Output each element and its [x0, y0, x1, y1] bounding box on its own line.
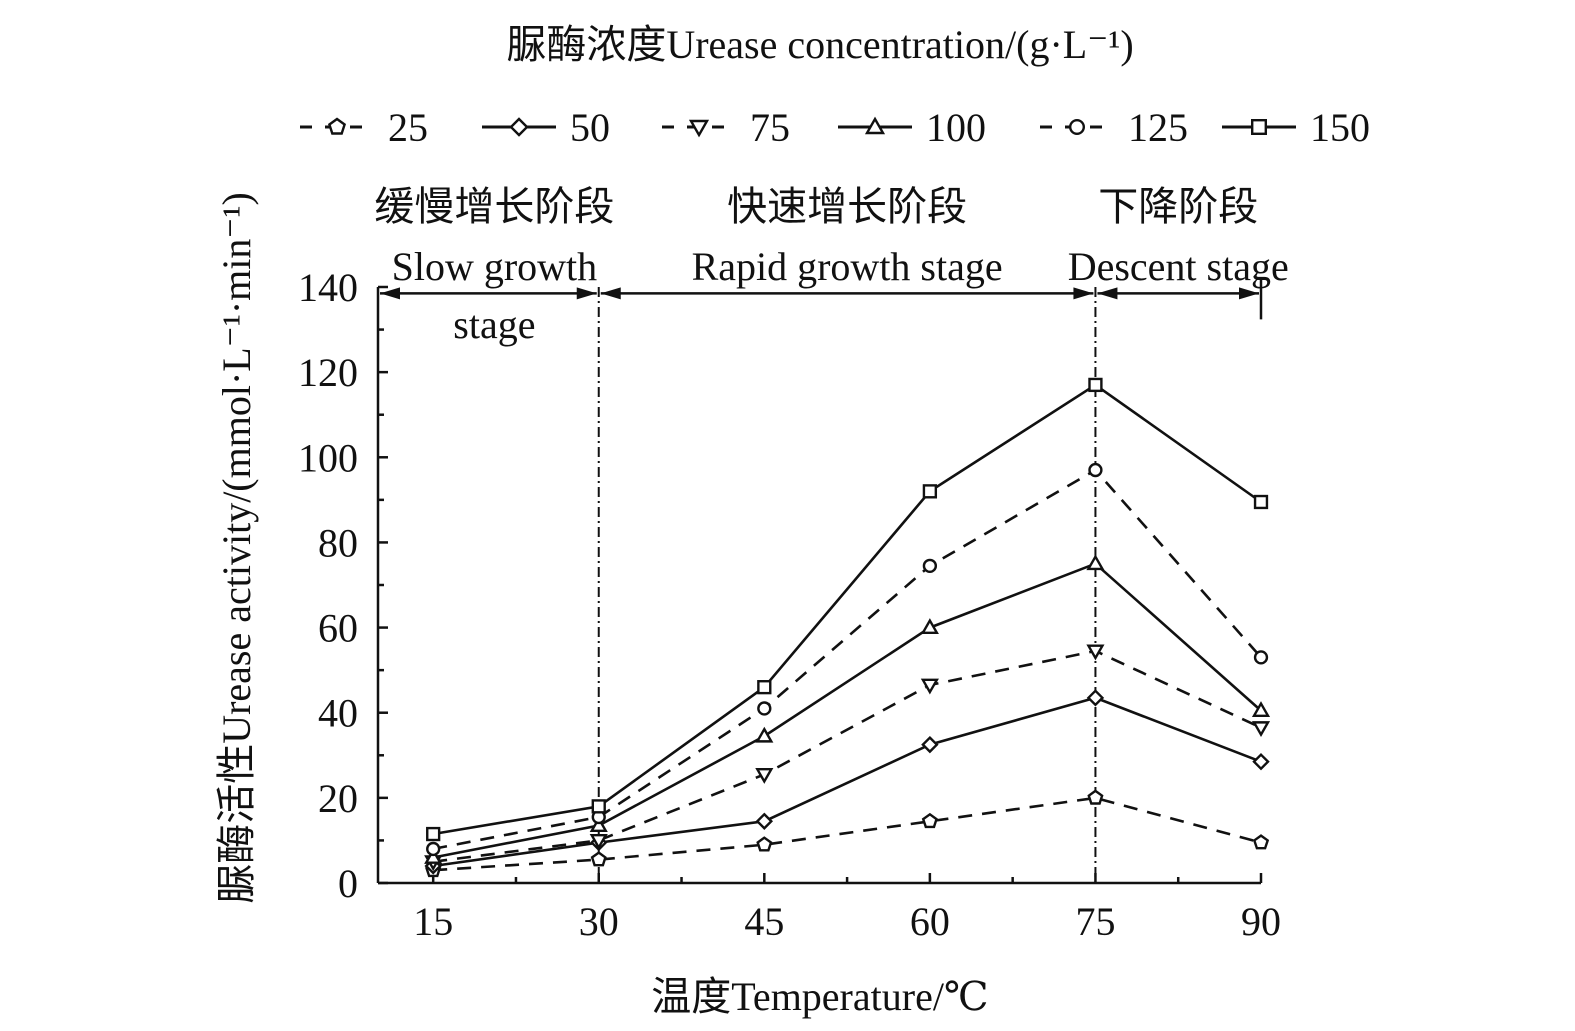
- data-point-150-90: [1253, 494, 1269, 510]
- arrowhead-right: [1073, 287, 1094, 300]
- data-point-25-90: [1252, 834, 1270, 850]
- stage-label-en: stage: [453, 302, 535, 347]
- data-point-50-90: [1252, 752, 1270, 771]
- y-tick-label: 60: [318, 606, 358, 651]
- legend-label-125: 125: [1128, 105, 1188, 150]
- arrowhead-left: [600, 287, 621, 300]
- arrowhead-left: [380, 287, 400, 300]
- legend-marker-25: [327, 117, 347, 135]
- legend-marker-150: [1250, 118, 1267, 135]
- legend-marker-50: [509, 117, 529, 137]
- data-point-150-30: [591, 799, 606, 814]
- data-point-150-75: [1088, 377, 1103, 393]
- x-tick-label: 15: [413, 899, 453, 944]
- stage-label-cn: 快速增长阶段: [727, 184, 967, 229]
- x-tick-label: 30: [579, 899, 619, 944]
- data-point-125-90: [1253, 650, 1269, 665]
- stage-label-en: Descent stage: [1068, 244, 1289, 289]
- y-tick-label: 100: [298, 435, 358, 480]
- data-point-125-45: [757, 701, 772, 716]
- y-tick-label: 40: [318, 691, 358, 736]
- stage-label-cn: 下降阶段: [1098, 184, 1258, 229]
- data-point-25-60: [921, 812, 938, 829]
- data-point-50-45: [755, 812, 774, 830]
- stage-label-en: Slow growth: [392, 244, 598, 289]
- data-point-100-15: [424, 848, 443, 864]
- stage-label-en: Rapid growth stage: [692, 244, 1003, 289]
- data-point-50-75: [1086, 689, 1105, 707]
- legend-marker-125: [1068, 118, 1085, 135]
- axes: 0 20 40 60 80 100 120 140 15 30 45 60 75 90: [298, 265, 1281, 944]
- data-point-75-45: [755, 767, 774, 784]
- data-point-50-60: [921, 735, 939, 754]
- data-point-75-30: [589, 833, 608, 850]
- series-line-25: [433, 796, 1262, 872]
- y-tick-label: 20: [318, 776, 358, 821]
- y-axis-label: 脲酶活性Urease activity/(mmol·L⁻¹·min⁻¹): [214, 192, 259, 904]
- x-axis-label: 温度Temperature/℃: [651, 974, 988, 1019]
- legend-label-150: 150: [1310, 105, 1370, 150]
- series-line-75: [433, 649, 1262, 863]
- data-point-100-60: [920, 618, 939, 635]
- data-point-150-45: [757, 680, 772, 695]
- arrowhead-left: [1097, 287, 1118, 300]
- data-point-125-15: [426, 841, 441, 857]
- legend-label-25: 25: [388, 105, 428, 150]
- series-line-50: [433, 696, 1262, 868]
- legend-marker-100: [864, 116, 886, 135]
- arrowhead-right: [576, 287, 597, 300]
- legend-label-100: 100: [926, 105, 986, 150]
- x-tick-label: 60: [910, 899, 950, 944]
- legend-label-75: 75: [750, 105, 790, 150]
- series-line-150: [432, 383, 1262, 836]
- legend-label-50: 50: [570, 105, 610, 150]
- y-tick-label: 140: [298, 265, 358, 310]
- stage-label-cn: 缓慢增长阶段: [374, 184, 614, 229]
- legend: 25 50 75 100 125 150: [300, 105, 1370, 150]
- y-tick-label: 0: [338, 861, 358, 906]
- data-point-125-60: [922, 558, 938, 573]
- data-point-25-75: [1087, 789, 1104, 805]
- data-point-100-45: [755, 726, 774, 743]
- series-lines: [424, 377, 1271, 878]
- stage-annotations: 缓慢增长阶段 Slow growth stage 快速增长阶段 Rapid growth…: [374, 184, 1289, 883]
- series-line-100: [432, 562, 1262, 859]
- data-point-75-75: [1086, 644, 1105, 661]
- y-tick-label: 80: [318, 520, 358, 565]
- x-tick-label: 90: [1241, 899, 1281, 944]
- series-line-125: [432, 468, 1262, 851]
- data-point-100-30: [589, 816, 608, 832]
- legend-marker-75: [688, 119, 710, 138]
- legend-title: 脲酶浓度Urease concentration/(g·L⁻¹): [506, 22, 1133, 67]
- data-point-150-60: [922, 484, 938, 499]
- data-point-125-75: [1088, 462, 1103, 478]
- y-tick-label: 120: [298, 350, 358, 395]
- data-point-25-30: [590, 851, 607, 867]
- data-point-100-75: [1086, 554, 1105, 571]
- data-point-100-90: [1251, 701, 1271, 718]
- x-tick-label: 75: [1075, 899, 1115, 944]
- data-point-25-45: [756, 836, 773, 852]
- arrowhead-right: [1239, 287, 1259, 300]
- data-point-75-60: [920, 678, 939, 695]
- data-point-150-15: [426, 826, 441, 842]
- data-point-75-90: [1251, 721, 1271, 738]
- x-tick-label: 45: [744, 899, 784, 944]
